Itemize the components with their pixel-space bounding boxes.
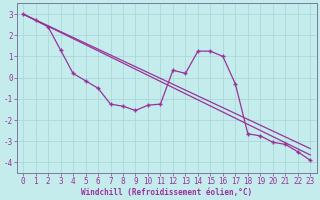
X-axis label: Windchill (Refroidissement éolien,°C): Windchill (Refroidissement éolien,°C): [81, 188, 252, 197]
